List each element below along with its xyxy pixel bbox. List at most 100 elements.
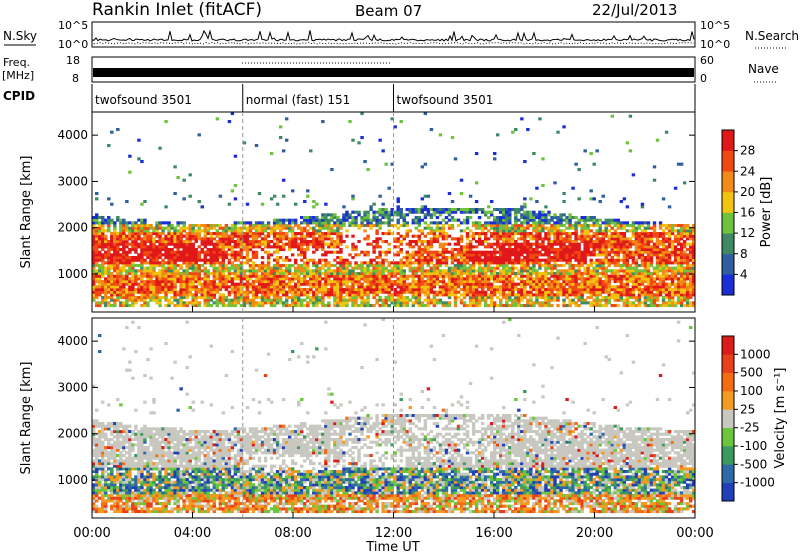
heatmap-cell [631, 274, 636, 278]
heatmap-cell [236, 234, 241, 238]
heatmap-cell [131, 288, 135, 292]
heatmap-cell [372, 202, 376, 206]
heatmap-cell [176, 176, 180, 180]
heatmap-cell [200, 250, 204, 254]
heatmap-cell [622, 269, 627, 273]
heatmap-cell [303, 280, 307, 284]
heatmap-cell [405, 221, 409, 225]
heatmap-cell [447, 301, 452, 305]
heatmap-cell [312, 237, 316, 241]
heatmap-cell [128, 298, 132, 302]
heatmap-cell [592, 298, 596, 302]
heatmap-cell [300, 272, 304, 276]
heatmap-cell [613, 288, 618, 292]
heatmap-cell [366, 282, 370, 286]
heatmap-cell [251, 226, 256, 230]
heatmap-cell [420, 274, 425, 278]
heatmap-cell [378, 290, 382, 294]
heatmap-cell [544, 253, 548, 257]
heatmap-cell [146, 280, 150, 284]
heatmap-cell [194, 266, 198, 270]
heatmap-cell [583, 234, 587, 238]
heatmap-cell [315, 274, 319, 278]
heatmap-cell [568, 258, 572, 262]
heatmap-cell [327, 232, 331, 236]
heatmap-cell [414, 250, 419, 254]
heatmap-cell [101, 301, 105, 305]
heatmap-cell [324, 237, 328, 241]
heatmap-cell [251, 266, 256, 270]
heatmap-cell [263, 282, 268, 286]
heatmap-cell [315, 298, 319, 302]
heatmap-cell [131, 264, 135, 268]
heatmap-cell [402, 213, 406, 217]
heatmap-cell [113, 221, 117, 225]
heatmap-cell [218, 224, 223, 228]
heatmap-cell [447, 218, 452, 222]
heatmap-cell [423, 234, 428, 238]
heatmap-cell [541, 229, 545, 233]
heatmap-cell [272, 285, 277, 289]
heatmap-cell [408, 285, 412, 289]
heatmap-cell [523, 269, 527, 273]
heatmap-cell [306, 280, 310, 284]
heatmap-cell [432, 304, 437, 308]
heatmap-cell [128, 264, 132, 268]
heatmap-cell [218, 234, 223, 238]
heatmap-cell [336, 224, 340, 228]
heatmap-cell [432, 232, 437, 236]
heatmap-cell [312, 264, 316, 268]
heatmap-cell [309, 221, 313, 225]
heatmap-cell [218, 288, 223, 292]
heatmap-cell [287, 304, 292, 308]
heatmap-cell [468, 194, 473, 198]
heatmap-cell [278, 264, 283, 268]
heatmap-cell [185, 226, 189, 230]
heatmap-cell [511, 229, 515, 233]
heatmap-cell [167, 226, 171, 230]
heatmap-cell [300, 229, 304, 233]
heatmap-cell [541, 296, 545, 300]
heatmap-cell [360, 266, 364, 270]
heatmap-cell [559, 293, 563, 297]
heatmap-cell [140, 280, 144, 284]
heatmap-cell [523, 232, 527, 236]
heatmap-cell [607, 298, 611, 302]
heatmap-cell [598, 248, 602, 252]
heatmap-cell [598, 242, 602, 246]
heatmap-cell [514, 208, 518, 212]
heatmap-cell [215, 285, 220, 289]
heatmap-cell [122, 256, 126, 260]
heatmap-cell [441, 250, 446, 254]
heatmap-cell [384, 290, 388, 294]
heatmap-cell [290, 288, 295, 292]
heatmap-cell [568, 232, 572, 236]
heatmap-cell [98, 282, 102, 286]
heatmap-cell [212, 232, 217, 236]
heatmap-cell [580, 237, 584, 241]
heatmap-cell [134, 248, 138, 252]
heatmap-cell [565, 234, 569, 238]
heatmap-cell [107, 218, 111, 222]
heatmap-cell [312, 298, 316, 302]
heatmap-cell [502, 296, 506, 300]
heatmap-cell [182, 261, 186, 265]
heatmap-cell [263, 226, 268, 230]
heatmap-cell [131, 277, 135, 281]
heatmap-cell [408, 256, 412, 260]
heatmap-cell [140, 221, 144, 225]
heatmap-cell [336, 280, 340, 284]
heatmap-cell [523, 288, 527, 292]
heatmap-cell [381, 290, 385, 294]
heatmap-cell [396, 210, 400, 214]
heatmap-cell [170, 266, 174, 270]
heatmap-cell [98, 293, 102, 297]
heatmap-cell [155, 301, 159, 305]
heatmap-cell [101, 269, 105, 273]
heatmap-cell [203, 224, 207, 228]
heatmap-cell [158, 304, 162, 308]
heatmap-cell [281, 232, 286, 236]
heatmap-cell [345, 245, 349, 249]
heatmap-cell [327, 264, 331, 268]
heatmap-cell [110, 266, 114, 270]
